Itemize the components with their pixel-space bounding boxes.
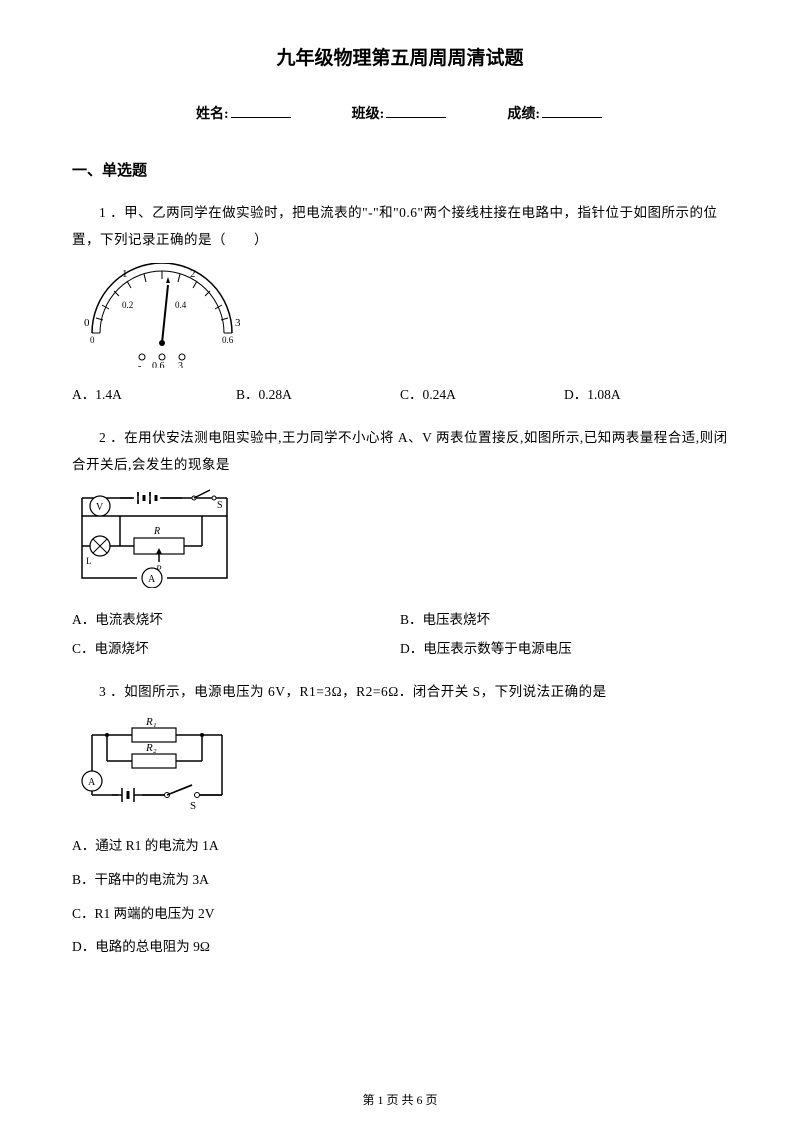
q3-opt-d[interactable]: D．电路的总电阻为 9Ω (72, 930, 728, 964)
svg-text:R: R (153, 526, 160, 537)
name-label: 姓名: (196, 107, 229, 122)
q1-text: 1 ．甲、乙两同学在做实验时，把电流表的"-"和"0.6"两个接线柱接在电路中，… (72, 199, 728, 253)
svg-text:A: A (88, 777, 96, 788)
section-heading: 一、单选题 (72, 159, 728, 183)
parallel-circuit-icon: R₁ R₂ A (72, 715, 232, 813)
q1-options: A．1.4A B．0.28A C．0.24A D．1.08A (72, 384, 728, 406)
q1-num: 1 ． (99, 205, 124, 220)
q3-figure: R₁ R₂ A (72, 715, 728, 820)
q2-opt-c[interactable]: C．电源烧坏 (72, 634, 400, 664)
q3-opt-a[interactable]: A．通过 R1 的电流为 1A (72, 829, 728, 863)
q1-figure: 0 1 2 3 0 0.2 0.4 0.6 - 0.6 3 (72, 263, 728, 375)
q1-opt-d[interactable]: D．1.08A (564, 384, 728, 406)
svg-text:V: V (96, 502, 104, 513)
svg-text:L: L (86, 556, 92, 566)
q1-opt-a[interactable]: A．1.4A (72, 384, 236, 406)
svg-text:0.6: 0.6 (152, 361, 165, 368)
svg-text:1: 1 (122, 268, 128, 280)
svg-text:0.4: 0.4 (175, 300, 187, 310)
q3-body: 如图所示，电源电压为 6V，R1=3Ω，R2=6Ω．闭合开关 S，下列说法正确的… (124, 684, 607, 699)
header-fields: 姓名: 班级: 成绩: (72, 102, 728, 126)
svg-text:3: 3 (178, 361, 183, 368)
q2-opt-a[interactable]: A．电流表烧坏 (72, 605, 400, 635)
question-3: 3 ．如图所示，电源电压为 6V，R1=3Ω，R2=6Ω．闭合开关 S，下列说法… (72, 678, 728, 964)
question-1: 1 ．甲、乙两同学在做实验时，把电流表的"-"和"0.6"两个接线柱接在电路中，… (72, 199, 728, 406)
page-footer: 第 1 页 共 6 页 (0, 1091, 800, 1110)
svg-text:A: A (148, 574, 156, 585)
svg-text:-: - (138, 361, 141, 368)
q1-opt-b[interactable]: B．0.28A (236, 384, 400, 406)
q3-num: 3 ． (99, 684, 124, 699)
svg-text:0.6: 0.6 (222, 335, 234, 345)
svg-text:0.2: 0.2 (122, 300, 133, 310)
q2-options: A．电流表烧坏 B．电压表烧坏 C．电源烧坏 D．电压表示数等于电源电压 (72, 605, 728, 664)
ammeter-icon: 0 1 2 3 0 0.2 0.4 0.6 - 0.6 3 (72, 263, 252, 368)
q2-text: 2 ．在用伏安法测电阻实验中,王力同学不小心将 A、V 两表位置接反,如图所示,… (72, 424, 728, 478)
q3-text: 3 ．如图所示，电源电压为 6V，R1=3Ω，R2=6Ω．闭合开关 S，下列说法… (72, 678, 728, 705)
score-blank[interactable] (542, 102, 602, 118)
name-blank[interactable] (231, 102, 291, 118)
q1-opt-c[interactable]: C．0.24A (400, 384, 564, 406)
q2-figure: V S L (72, 488, 728, 595)
circuit-icon: V S L (72, 488, 237, 588)
question-2: 2 ．在用伏安法测电阻实验中,王力同学不小心将 A、V 两表位置接反,如图所示,… (72, 424, 728, 664)
q3-options: A．通过 R1 的电流为 1A B．干路中的电流为 3A C．R1 两端的电压为… (72, 829, 728, 963)
score-label: 成绩: (507, 107, 540, 122)
svg-text:R₁: R₁ (145, 716, 157, 728)
svg-text:2: 2 (190, 268, 196, 280)
q2-opt-b[interactable]: B．电压表烧坏 (400, 605, 728, 635)
q3-opt-c[interactable]: C．R1 两端的电压为 2V (72, 897, 728, 931)
q2-num: 2 ． (99, 430, 124, 445)
page-title: 九年级物理第五周周周清试题 (72, 44, 728, 74)
svg-text:0: 0 (90, 335, 95, 345)
svg-text:S: S (190, 800, 196, 812)
q3-opt-b[interactable]: B．干路中的电流为 3A (72, 863, 728, 897)
q2-body: 在用伏安法测电阻实验中,王力同学不小心将 A、V 两表位置接反,如图所示,已知两… (72, 430, 728, 472)
class-label: 班级: (352, 107, 385, 122)
svg-text:0: 0 (84, 317, 90, 329)
svg-text:R₂: R₂ (145, 742, 157, 754)
q1-body: 甲、乙两同学在做实验时，把电流表的"-"和"0.6"两个接线柱接在电路中，指针位… (72, 205, 718, 247)
svg-text:S: S (217, 500, 223, 511)
class-blank[interactable] (386, 102, 446, 118)
svg-text:3: 3 (235, 317, 241, 329)
q2-opt-d[interactable]: D．电压表示数等于电源电压 (400, 634, 728, 664)
